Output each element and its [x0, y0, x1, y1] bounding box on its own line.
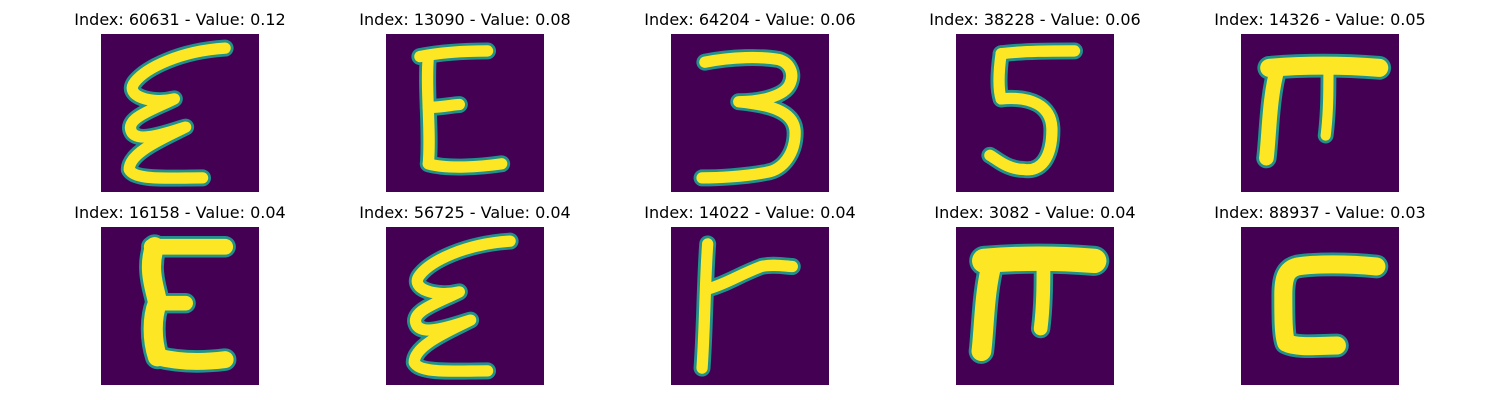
glyph-stroke — [1033, 254, 1051, 336]
glyph-stroke — [971, 250, 1003, 362]
panel-title: Index: 88937 - Value: 0.03 — [1214, 203, 1426, 222]
panel-title: Index: 13090 - Value: 0.08 — [359, 10, 571, 29]
panel-3: Index: 64204 - Value: 0.06 — [620, 10, 880, 192]
digit-image — [101, 227, 259, 385]
glyph-stroke — [696, 238, 714, 374]
glyph-stroke — [993, 48, 1007, 105]
image-background — [1241, 227, 1399, 385]
digit-image — [956, 227, 1114, 385]
panel-title: Index: 60631 - Value: 0.12 — [74, 10, 286, 29]
glyph-stroke — [1274, 255, 1386, 356]
panel-title: Index: 64204 - Value: 0.06 — [644, 10, 856, 29]
digit-image — [386, 227, 544, 385]
glyph-stroke — [702, 259, 798, 295]
panel-title: Index: 3082 - Value: 0.04 — [934, 203, 1136, 222]
glyph-stroke — [984, 92, 1058, 176]
panel-title: Index: 38228 - Value: 0.06 — [929, 10, 1141, 29]
glyph-stroke — [123, 42, 231, 184]
digit-image — [671, 227, 829, 385]
panel-title: Index: 16158 - Value: 0.04 — [74, 203, 286, 222]
glyph-stroke — [696, 51, 801, 184]
digit-image — [386, 34, 544, 192]
panel-6: Index: 16158 - Value: 0.04 — [50, 203, 310, 385]
panel-title: Index: 14022 - Value: 0.04 — [644, 203, 856, 222]
glyph-stroke — [148, 348, 234, 370]
glyph-stroke — [1320, 62, 1334, 141]
panel-2: Index: 13090 - Value: 0.08 — [335, 10, 595, 192]
panel-10: Index: 88937 - Value: 0.03 — [1190, 203, 1450, 385]
glyph-stroke — [408, 235, 516, 377]
digit-image — [671, 34, 829, 192]
digit-image — [956, 34, 1114, 192]
glyph-stroke — [1259, 60, 1286, 166]
panel-1: Index: 60631 - Value: 0.12 — [50, 10, 310, 192]
digit-image — [1241, 227, 1399, 385]
panel-8: Index: 14022 - Value: 0.04 — [620, 203, 880, 385]
panel-4: Index: 38228 - Value: 0.06 — [905, 10, 1165, 192]
panel-title: Index: 56725 - Value: 0.04 — [359, 203, 571, 222]
glyph-stroke — [422, 158, 508, 173]
panel-9: Index: 3082 - Value: 0.04 — [905, 203, 1165, 385]
digit-image — [1241, 34, 1399, 192]
glyph-stroke — [422, 98, 466, 113]
digit-image — [101, 34, 259, 192]
panel-5: Index: 14326 - Value: 0.05 — [1190, 10, 1450, 192]
glyph-stroke — [995, 45, 1081, 60]
panel-title: Index: 14326 - Value: 0.05 — [1214, 10, 1426, 29]
panel-7: Index: 56725 - Value: 0.04 — [335, 203, 595, 385]
